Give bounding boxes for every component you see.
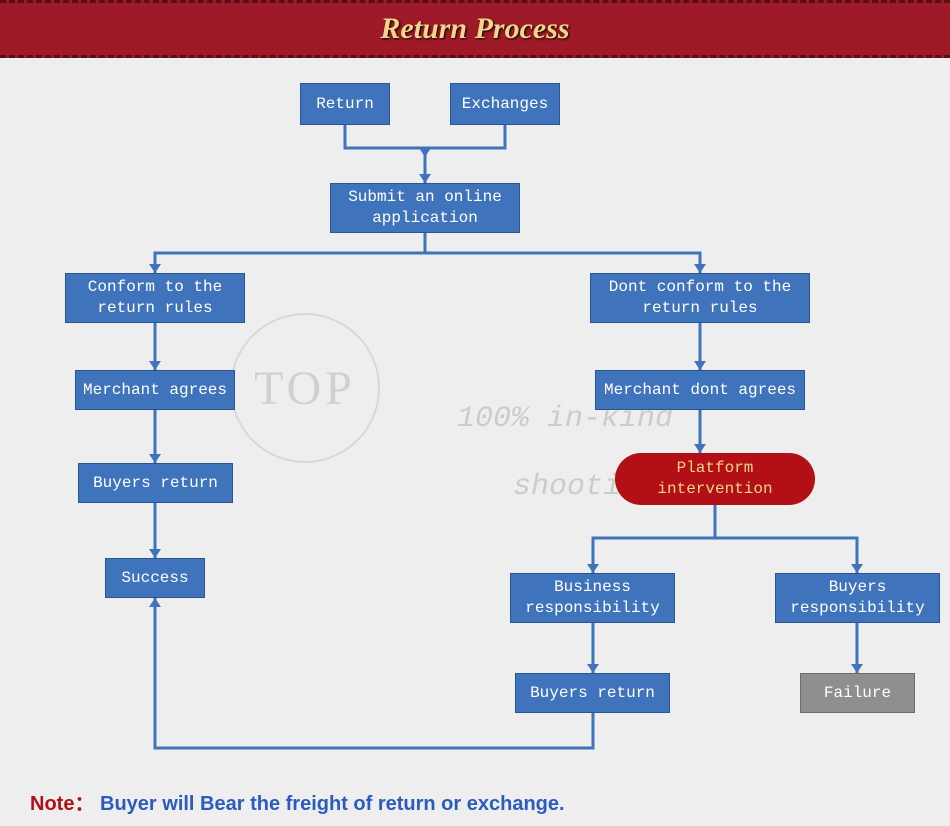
flowchart-canvas: TOP 100% in-kind shooting ReturnExchange… — [0, 58, 950, 826]
flow-node-breturn1: Buyers return — [78, 463, 233, 503]
flow-node-success: Success — [105, 558, 205, 598]
flow-node-dontconform: Dont conform to thereturn rules — [590, 273, 810, 323]
page-title: Return Process — [380, 12, 569, 46]
flow-node-mdontagree: Merchant dont agrees — [595, 370, 805, 410]
note-text: Buyer will Bear the freight of return or… — [100, 793, 565, 815]
header-banner: Return Process — [0, 0, 950, 58]
flow-node-submit: Submit an onlineapplication — [330, 183, 520, 233]
watermark-circle-text: TOP — [254, 361, 356, 416]
flow-node-platform: Platformintervention — [615, 453, 815, 505]
flow-node-conform: Conform to thereturn rules — [65, 273, 245, 323]
watermark-circle: TOP — [230, 313, 380, 463]
flow-node-magree: Merchant agrees — [75, 370, 235, 410]
flow-node-return: Return — [300, 83, 390, 125]
flow-node-bizresp: Businessresponsibility — [510, 573, 675, 623]
note-label: Note： — [30, 793, 94, 815]
flow-node-buyresp: Buyersresponsibility — [775, 573, 940, 623]
flow-node-failure: Failure — [800, 673, 915, 713]
footer-note: Note： Buyer will Bear the freight of ret… — [30, 787, 565, 816]
flow-node-exchanges: Exchanges — [450, 83, 560, 125]
flow-node-breturn2: Buyers return — [515, 673, 670, 713]
